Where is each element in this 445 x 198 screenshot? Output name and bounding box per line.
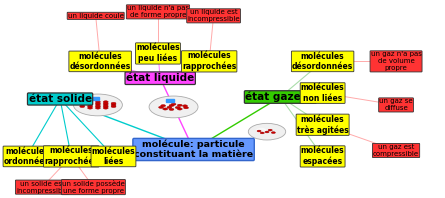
Text: un liquide est
incompressible: un liquide est incompressible — [187, 9, 240, 22]
Circle shape — [103, 101, 108, 103]
Circle shape — [95, 102, 101, 105]
Circle shape — [88, 101, 93, 103]
Circle shape — [88, 104, 93, 106]
Circle shape — [265, 131, 269, 133]
Circle shape — [178, 108, 182, 110]
Circle shape — [257, 130, 261, 132]
Circle shape — [80, 104, 85, 106]
Circle shape — [160, 103, 172, 108]
Circle shape — [95, 101, 101, 103]
Circle shape — [257, 129, 266, 133]
Circle shape — [85, 101, 97, 106]
Circle shape — [184, 107, 189, 109]
Circle shape — [88, 102, 93, 105]
Circle shape — [175, 107, 180, 109]
Circle shape — [169, 104, 174, 107]
Text: un solide possède
une forme propre: un solide possède une forme propre — [62, 180, 125, 194]
Text: un gaz n'a pas
de volume
propre: un gaz n'a pas de volume propre — [371, 51, 421, 71]
Circle shape — [178, 104, 182, 106]
Circle shape — [103, 107, 108, 109]
Circle shape — [80, 105, 85, 108]
Text: un liquide coule: un liquide coule — [68, 13, 124, 19]
Circle shape — [158, 106, 163, 109]
Text: molécules
peu liées: molécules peu liées — [136, 43, 180, 64]
Bar — [166, 99, 174, 102]
Circle shape — [248, 123, 286, 140]
Text: état liquide: état liquide — [126, 73, 194, 84]
Circle shape — [80, 102, 85, 105]
Text: un gaz se
diffuse: un gaz se diffuse — [379, 98, 413, 111]
Circle shape — [88, 105, 93, 108]
Circle shape — [163, 108, 168, 110]
Circle shape — [169, 108, 174, 110]
Circle shape — [73, 94, 122, 116]
Text: état gazeux: état gazeux — [245, 92, 316, 102]
Text: molécule: particule
constituant la matière: molécule: particule constituant la matiè… — [134, 140, 253, 159]
Circle shape — [111, 104, 116, 106]
Circle shape — [161, 105, 166, 107]
Text: molécules
liées: molécules liées — [92, 147, 135, 166]
Circle shape — [95, 105, 101, 108]
Circle shape — [171, 103, 176, 105]
Text: molécules
non liées: molécules non liées — [301, 83, 344, 103]
Text: un liquide n'a pas
de forme propre: un liquide n'a pas de forme propre — [127, 5, 189, 18]
Text: un solide est
incompressible: un solide est incompressible — [16, 181, 69, 194]
Circle shape — [103, 102, 108, 105]
Circle shape — [149, 96, 198, 118]
Circle shape — [95, 107, 101, 109]
Circle shape — [167, 106, 172, 109]
Circle shape — [95, 104, 101, 106]
Text: molécules
désordonnées: molécules désordonnées — [292, 52, 353, 71]
Circle shape — [182, 105, 187, 107]
Circle shape — [88, 107, 93, 109]
Text: état solide: état solide — [28, 94, 92, 104]
Circle shape — [103, 105, 108, 108]
Text: molécules
rapprochées: molécules rapprochées — [44, 146, 98, 167]
Circle shape — [103, 104, 108, 106]
Circle shape — [260, 132, 264, 134]
Circle shape — [271, 132, 275, 133]
Text: molécules
espacées: molécules espacées — [301, 146, 344, 167]
Text: molécules
rapprochées: molécules rapprochées — [182, 51, 236, 71]
Text: molécules
ordonnées: molécules ordonnées — [4, 147, 50, 166]
Circle shape — [111, 102, 116, 105]
Circle shape — [111, 105, 116, 108]
Text: molécules
désordonnées: molécules désordonnées — [69, 52, 131, 71]
Bar — [90, 97, 98, 100]
Circle shape — [268, 129, 272, 131]
Text: un gaz est
compressible: un gaz est compressible — [373, 144, 419, 157]
Text: molécules
très agitées: molécules très agitées — [297, 115, 348, 135]
